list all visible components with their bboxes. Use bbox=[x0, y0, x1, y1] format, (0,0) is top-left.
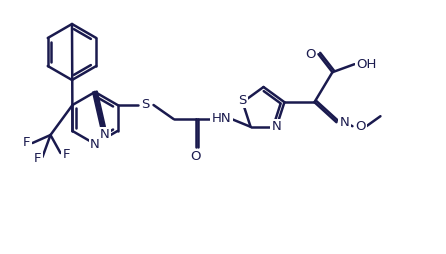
Text: N: N bbox=[272, 120, 281, 133]
Text: N: N bbox=[339, 116, 349, 129]
Text: O: O bbox=[190, 151, 201, 164]
Text: N: N bbox=[90, 137, 100, 151]
Text: S: S bbox=[239, 94, 247, 107]
Text: N: N bbox=[100, 129, 110, 141]
Text: F: F bbox=[63, 149, 70, 162]
Text: F: F bbox=[23, 136, 30, 150]
Text: S: S bbox=[141, 99, 150, 112]
Text: O: O bbox=[305, 48, 316, 61]
Text: O: O bbox=[355, 120, 366, 133]
Text: HN: HN bbox=[212, 113, 231, 125]
Text: OH: OH bbox=[356, 58, 376, 71]
Text: F: F bbox=[34, 152, 41, 166]
